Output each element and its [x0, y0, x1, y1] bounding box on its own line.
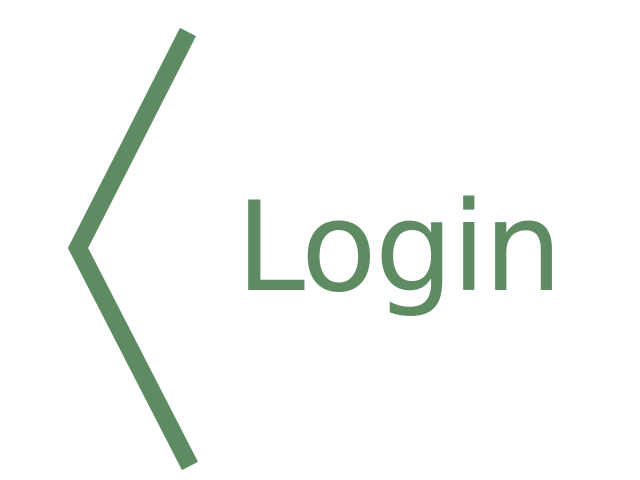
back-button[interactable]: [40, 20, 220, 480]
chevron-left-icon: [67, 27, 199, 471]
page-title: Login: [236, 176, 563, 320]
